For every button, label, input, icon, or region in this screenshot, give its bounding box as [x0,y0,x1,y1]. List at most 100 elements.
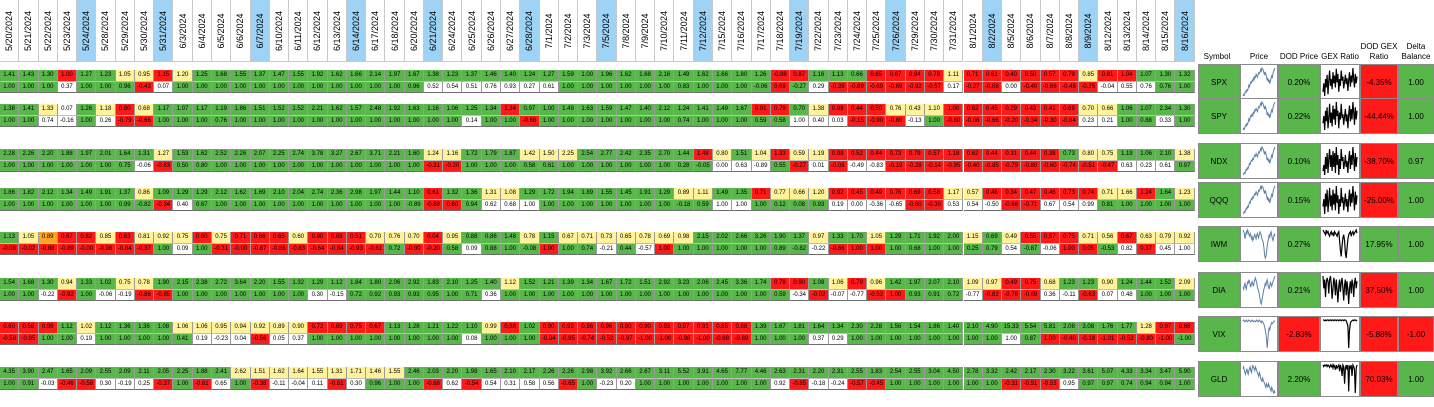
delta-balance-cell[interactable]: 1.00 [38,200,58,211]
price-sparkline[interactable] [1240,182,1278,218]
delta-balance-cell[interactable]: 1.00 [57,200,78,211]
gex-ratio-cell[interactable]: 1.30 [1156,70,1176,82]
delta-balance-cell[interactable]: 1.00 [1156,290,1176,301]
delta-balance-cell[interactable]: 1.00 [385,161,405,172]
delta-balance-value[interactable]: 1.00 [1398,98,1434,134]
delta-balance-cell[interactable]: 1.00 [867,334,887,345]
gex-ratio-cell[interactable]: 2.30 [847,322,868,334]
gex-ratio-cell[interactable]: 1.55 [308,367,328,379]
delta-balance-cell[interactable]: 0.79 [982,244,1003,255]
gex-ratio-cell[interactable]: 1.36 [115,322,135,334]
gex-ratio-cell[interactable]: 1.41 [693,104,713,116]
gex-ratio-cell[interactable]: 0.88 [462,232,482,244]
gex-ratio-cell[interactable]: 0.52 [847,149,868,161]
dod-price-cell[interactable]: 0.20% [1278,64,1320,100]
dod-gex-ratio-cell[interactable]: 17.95% [1360,226,1398,262]
gex-ratio-cell[interactable]: 1.88 [192,367,212,379]
delta-balance-cell[interactable]: -0.15 [327,290,347,301]
delta-balance-cell[interactable]: 1.00 [635,82,656,93]
dod-price-cell[interactable]: 0.21% [1278,272,1320,308]
gex-ratio-cell[interactable]: 1.46 [481,70,502,82]
gex-ratio-cell[interactable]: 1.90 [770,232,791,244]
gex-ratio-cell[interactable]: 2.28 [0,149,20,161]
gex-ratio-cell[interactable]: 1.51 [250,104,270,116]
gex-ratio-cell[interactable]: 0.95 [443,232,463,244]
delta-balance-cell[interactable]: 1.00 [1175,200,1195,211]
delta-balance-cell[interactable]: 1.00 [366,82,386,93]
gex-ratio-cell[interactable]: 1.11 [944,70,964,82]
gex-ratio-cell[interactable]: 1.27 [154,149,174,161]
delta-balance-cell[interactable]: -1.00 [1175,334,1195,345]
gex-ratio-cell[interactable]: 2.46 [404,367,424,379]
delta-balance-cell[interactable]: -0.79 [115,116,135,127]
gex-ratio-cell[interactable]: -0.88 [770,70,791,82]
gex-ratio-cell[interactable]: 1.80 [366,278,386,290]
gex-ratio-cell[interactable]: 1.33 [828,232,848,244]
gex-ratio-cell[interactable]: 0.65 [867,70,887,82]
delta-balance-value[interactable]: 0.97 [1398,143,1434,179]
gex-ratio-cell[interactable]: 1.90 [154,278,174,290]
gex-ratio-cell[interactable]: 2.35 [635,149,656,161]
delta-balance-cell[interactable]: 0.59 [751,116,771,127]
gex-ratio-cell[interactable]: 1.62 [616,70,636,82]
delta-balance-cell[interactable]: 1.00 [173,116,193,127]
delta-balance-cell[interactable]: 0.00 [1002,82,1022,93]
gex-ratio-cell[interactable]: 1.48 [693,149,713,161]
delta-balance-cell[interactable]: -0.18 [809,379,829,390]
delta-balance-cell[interactable]: -0.43 [134,82,155,93]
delta-balance-cell[interactable]: 1.00 [462,161,482,172]
delta-balance-cell[interactable]: 0.12 [770,200,791,211]
gex-ratio-cell[interactable]: 0.79 [1059,70,1080,82]
delta-balance-cell[interactable]: 1.00 [231,116,251,127]
gex-ratio-cell[interactable]: 0.43 [905,104,925,116]
gex-ratio-cell[interactable]: 1.29 [308,278,328,290]
gex-ratio-cell[interactable]: 0.92 [558,322,579,334]
delta-balance-cell[interactable]: 1.00 [19,290,39,301]
gex-ratio-cell[interactable]: 3.71 [366,149,386,161]
gex-ratio-cell[interactable]: 1.33 [770,149,791,161]
delta-balance-cell[interactable]: 0.92 [770,379,791,390]
gex-ratio-cell[interactable]: 1.30 [38,70,58,82]
delta-balance-cell[interactable]: 1.00 [366,334,386,345]
delta-balance-cell[interactable]: 0.30 [346,379,367,390]
delta-balance-cell[interactable]: 0.65 [211,379,232,390]
dod-gex-ratio-cell[interactable]: -25.00% [1360,182,1398,218]
delta-balance-value[interactable]: -1.00 [1398,316,1434,352]
delta-balance-cell[interactable]: 0.99 [115,200,135,211]
delta-balance-cell[interactable]: 0.91 [19,379,39,390]
gex-ratio-cell[interactable]: 2.10 [501,367,521,379]
dod-gex-ratio-cell[interactable]: -4.35% [1360,64,1398,100]
gex-ratio-cell[interactable]: 1.37 [115,188,135,200]
gex-ratio-cell[interactable]: 0.79 [1156,232,1176,244]
delta-balance-cell[interactable]: 0.30 [308,290,328,301]
gex-ratio-cell[interactable]: 0.58 [19,322,39,334]
gex-ratio-cell[interactable]: 0.86 [134,188,155,200]
price-sparkline[interactable] [1240,98,1278,134]
gex-ratio-cell[interactable]: 1.40 [944,322,964,334]
gex-ratio-cell[interactable]: 0.04 [423,232,444,244]
gex-ratio-cell[interactable]: 0.67 [558,232,579,244]
delta-balance-cell[interactable]: 0.41 [173,334,193,345]
delta-balance-cell[interactable]: 1.00 [1175,244,1195,255]
gex-ratio-cell[interactable]: 1.10 [924,104,945,116]
delta-balance-cell[interactable]: -0.45 [867,379,887,390]
delta-balance-cell[interactable]: -0.82 [790,244,810,255]
delta-balance-cell[interactable]: 1.00 [38,334,58,345]
delta-balance-cell[interactable]: 1.00 [250,290,270,301]
delta-balance-cell[interactable]: 1.00 [385,334,405,345]
gex-ratio-cell[interactable]: 1.30 [38,278,58,290]
delta-balance-cell[interactable]: 1.00 [154,116,174,127]
delta-balance-cell[interactable]: 1.00 [192,116,212,127]
delta-balance-cell[interactable]: 1.00 [327,161,347,172]
delta-balance-cell[interactable]: 1.00 [19,161,39,172]
delta-balance-cell[interactable]: 0.59 [693,200,713,211]
delta-balance-cell[interactable]: -0.57 [635,244,656,255]
gex-ratio-cell[interactable]: 1.91 [96,188,116,200]
gex-ratio-cell[interactable]: 1.32 [1175,70,1195,82]
gex-ratio-cell[interactable]: 1.31 [134,149,155,161]
gex-ratio-cell[interactable]: 1.36 [134,322,155,334]
delta-balance-cell[interactable]: -0.98 [674,334,694,345]
delta-balance-cell[interactable]: -0.53 [1040,379,1060,390]
delta-balance-cell[interactable]: -0.95 [558,334,579,345]
gex-ratio-cell[interactable]: 1.00 [57,70,78,82]
